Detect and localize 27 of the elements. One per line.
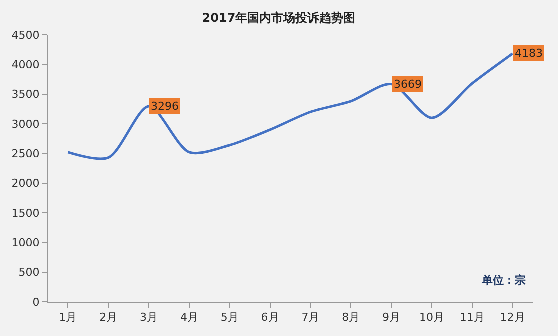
data-label: 3669: [394, 78, 422, 91]
x-tick-label: 10月: [419, 311, 444, 324]
x-tick-label: 9月: [382, 311, 401, 324]
y-tick-label: 3500: [12, 88, 40, 102]
chart-title: 2017年国内市场投诉趋势图: [202, 10, 356, 25]
data-label: 4183: [515, 47, 543, 60]
y-tick-label: 1000: [12, 236, 40, 250]
x-tick-label: 5月: [220, 311, 239, 324]
x-tick-label: 11月: [460, 311, 485, 324]
y-tick-label: 0: [32, 296, 40, 309]
y-tick-label: 4500: [12, 28, 40, 42]
y-tick-label: 3000: [12, 118, 40, 131]
x-tick-label: 4月: [180, 311, 198, 324]
y-tick-label: 2000: [12, 177, 40, 190]
x-tick-label: 6月: [261, 311, 280, 324]
x-tick-label: 8月: [342, 311, 360, 324]
x-tick-label: 1月: [59, 311, 78, 324]
y-tick-label: 2500: [12, 148, 40, 161]
y-tick-label: 500: [18, 266, 40, 280]
annotation: 单位：宗: [481, 274, 526, 287]
y-tick-label: 4000: [12, 58, 40, 72]
x-tick-label: 2月: [100, 311, 118, 324]
data-label: 3296: [151, 100, 179, 113]
x-tick-label: 3月: [140, 311, 158, 324]
x-tick-label: 12月: [500, 311, 526, 324]
x-tick-label: 7月: [302, 311, 320, 324]
y-tick-label: 1500: [12, 206, 40, 220]
